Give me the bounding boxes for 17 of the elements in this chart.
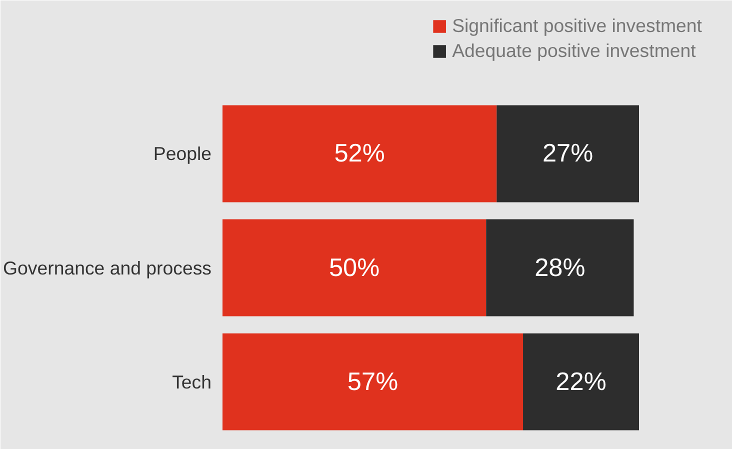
bar	[486, 219, 634, 316]
data-label: 22%	[556, 368, 606, 396]
legend-label: Significant positive investment	[452, 15, 702, 37]
data-label: 52%	[334, 140, 385, 168]
bar	[222, 333, 524, 430]
legend-label: Adequate positive investment	[452, 40, 696, 62]
data-label: 28%	[534, 254, 586, 282]
y-tick-label: People	[153, 143, 212, 164]
data-label: 50%	[328, 254, 380, 282]
y-tick-label: Tech	[172, 371, 212, 392]
data-label: 27%	[542, 140, 594, 168]
y-tick-label: Governance and process	[3, 257, 212, 278]
bar	[222, 105, 497, 202]
bar	[496, 105, 639, 202]
bar	[222, 219, 486, 316]
bar	[523, 333, 639, 430]
data-label: 57%	[347, 368, 398, 396]
